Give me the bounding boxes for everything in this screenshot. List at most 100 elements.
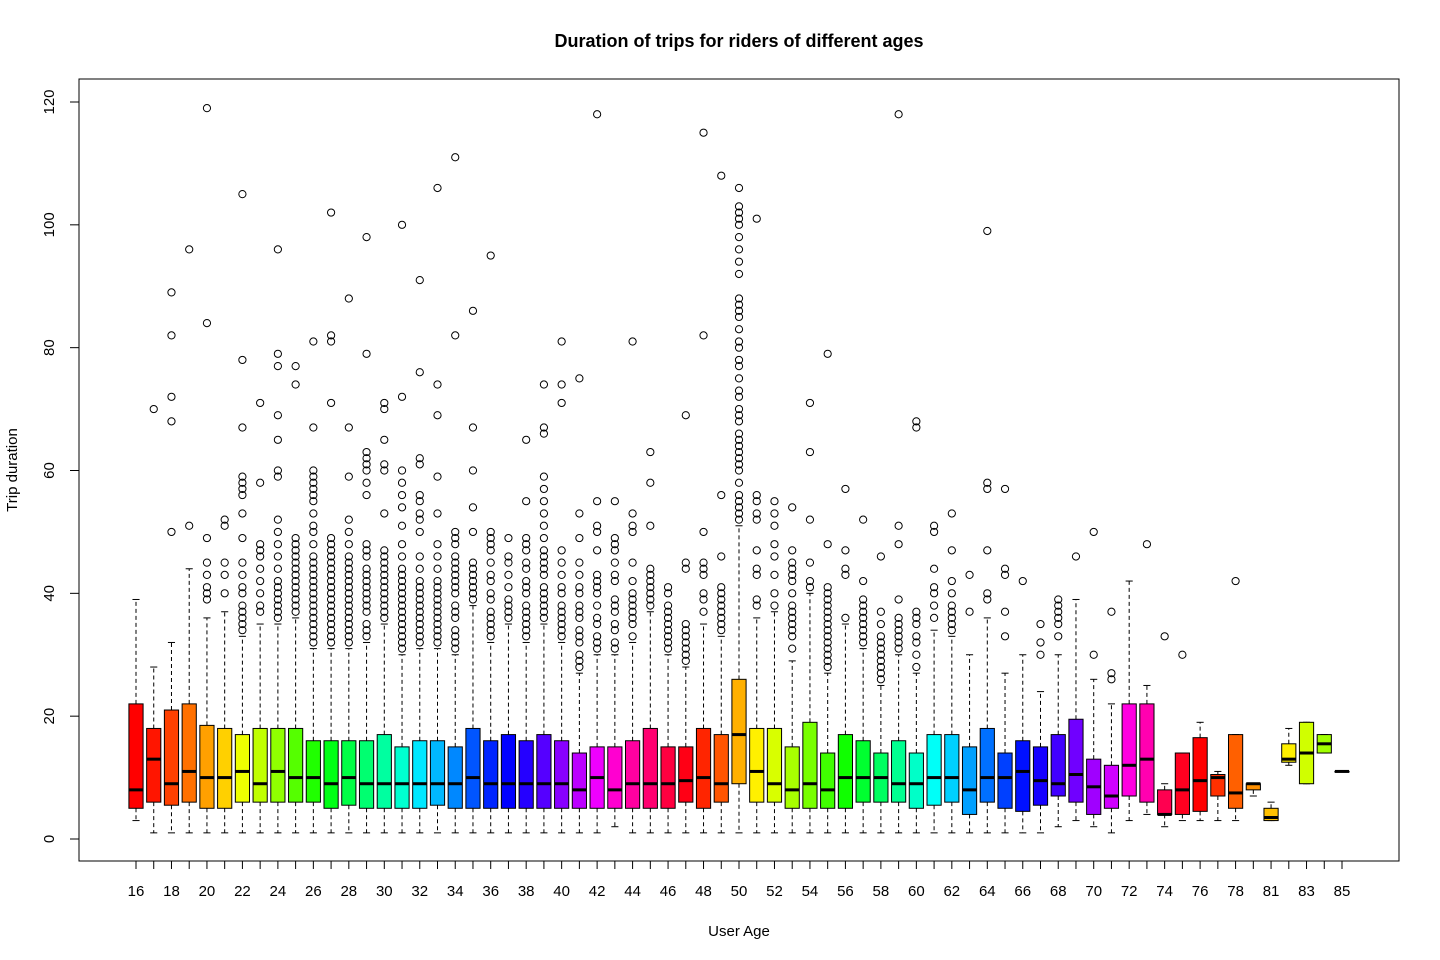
box-iqr — [465, 727, 481, 809]
outlier-point — [734, 490, 744, 500]
x-tick-label: 52 — [766, 883, 783, 900]
outlier-point — [823, 607, 832, 616]
outlier-point — [593, 613, 602, 623]
outlier-point — [486, 626, 495, 635]
outlier-point — [433, 583, 442, 592]
outlier-point — [220, 515, 229, 524]
x-tick-label: 40 — [553, 883, 570, 900]
outlier-point — [309, 337, 318, 346]
box-iqr — [997, 752, 1013, 809]
outlier-point — [717, 619, 726, 629]
outlier-point — [468, 583, 478, 592]
outlier-point — [610, 626, 619, 635]
outlier-point — [486, 619, 495, 629]
box-iqr — [1050, 734, 1066, 797]
outlier-point — [539, 552, 549, 561]
outlier-point — [397, 607, 407, 616]
x-tick-label: 66 — [1014, 883, 1031, 900]
box-age-19 — [181, 245, 197, 834]
outlier-point — [823, 613, 832, 623]
outlier-point — [220, 589, 229, 598]
outlier-point — [415, 619, 424, 629]
outlier-point — [1054, 595, 1063, 604]
outlier-point — [788, 576, 797, 586]
outlier-point — [539, 509, 549, 518]
outlier-point — [575, 583, 584, 592]
outlier-point — [238, 490, 247, 500]
outlier-point — [468, 466, 478, 475]
outlier-point — [610, 601, 619, 610]
outlier-point — [326, 589, 336, 598]
outlier-point — [734, 447, 744, 457]
box-age-65 — [997, 484, 1013, 834]
outlier-point — [734, 404, 744, 414]
outlier-point — [326, 619, 336, 629]
outlier-point — [823, 589, 832, 598]
box-age-21 — [217, 515, 233, 834]
outlier-point — [326, 626, 336, 635]
outlier-point — [859, 595, 868, 604]
outlier-point — [238, 190, 247, 199]
outlier-point — [486, 533, 495, 543]
box-iqr — [1157, 789, 1173, 815]
outlier-point — [397, 478, 407, 487]
outlier-point — [522, 632, 531, 641]
outlier-point — [451, 331, 460, 340]
outlier-point — [238, 613, 247, 623]
outlier-point — [663, 644, 673, 653]
outlier-point — [309, 607, 318, 616]
outlier-point — [451, 638, 460, 647]
outlier-point — [965, 607, 974, 616]
box-age-72 — [1121, 580, 1137, 822]
outlier-point — [238, 509, 247, 518]
outlier-point — [947, 619, 956, 629]
box-age-82 — [1281, 727, 1297, 766]
x-tick-label: 18 — [163, 883, 180, 900]
box-iqr — [961, 746, 978, 815]
outlier-point — [202, 583, 212, 592]
box-iqr — [926, 734, 942, 806]
x-tick-label: 58 — [873, 883, 890, 900]
y-axis: 0 20 40 60 80 100 120 — [41, 89, 80, 843]
outlier-point — [362, 589, 371, 598]
outlier-point — [522, 601, 531, 610]
box-age-39 — [536, 380, 552, 834]
outlier-point — [699, 570, 708, 580]
outlier-point — [326, 540, 336, 549]
outlier-point — [202, 533, 212, 543]
outlier-point — [256, 576, 265, 586]
outlier-point — [593, 527, 602, 537]
outlier-point — [593, 570, 602, 580]
outlier-point — [486, 527, 495, 537]
outlier-point — [486, 607, 495, 616]
outlier-point — [1178, 650, 1187, 659]
outlier-point — [362, 607, 371, 616]
outlier-point — [415, 607, 424, 616]
outlier-point — [522, 619, 531, 629]
x-tick-label: 54 — [802, 883, 819, 900]
outlier-point — [202, 104, 212, 113]
outlier-point — [344, 570, 353, 580]
outlier-point — [344, 613, 353, 623]
outlier-point — [610, 540, 619, 549]
outlier-point — [468, 576, 478, 586]
outlier-point — [344, 527, 353, 537]
outlier-point — [220, 558, 229, 567]
outlier-point — [309, 540, 318, 549]
outlier-point — [628, 595, 637, 604]
outlier-point — [344, 552, 353, 561]
box-age-30 — [376, 398, 392, 834]
box-iqr — [1032, 746, 1049, 806]
outlier-point — [663, 589, 673, 598]
outlier-point — [362, 540, 371, 549]
outlier-point — [344, 583, 353, 592]
outlier-point — [273, 435, 282, 444]
outlier-point — [273, 552, 282, 561]
box-iqr — [607, 746, 623, 809]
box-age-29 — [358, 233, 375, 834]
outlier-point — [397, 570, 407, 580]
y-tick-label: 80 — [41, 339, 58, 356]
box-age-57 — [855, 515, 871, 834]
outlier-point — [947, 589, 956, 598]
box-age-33 — [429, 183, 446, 834]
